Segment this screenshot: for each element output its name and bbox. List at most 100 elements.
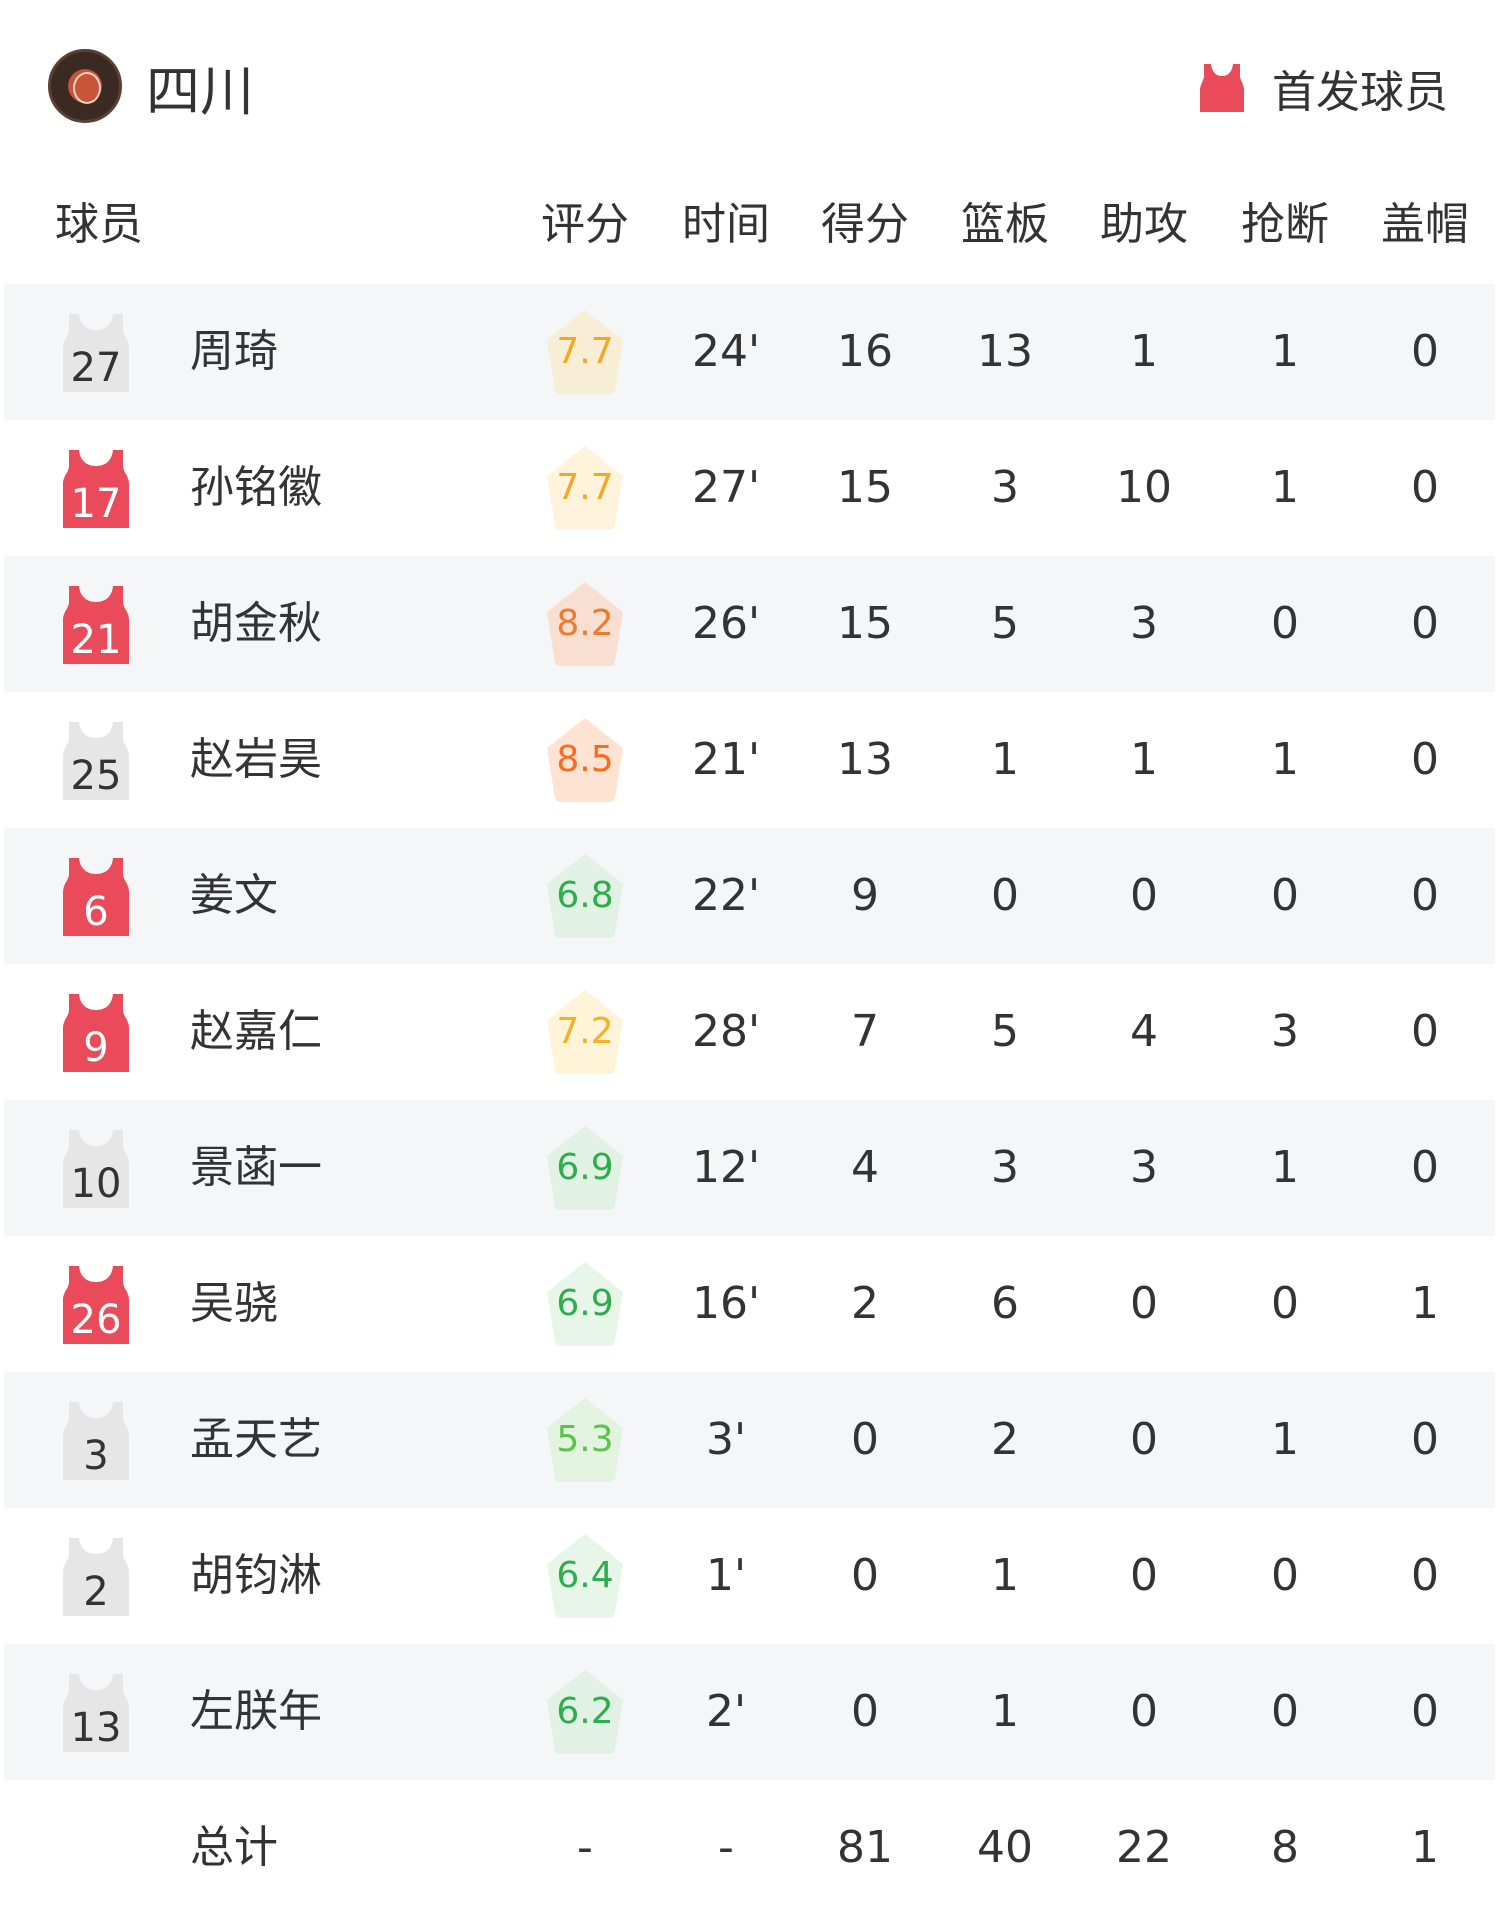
jersey-number-badge: 17	[61, 450, 131, 528]
rating-badge: 5.3	[545, 1398, 625, 1482]
table-row[interactable]: 6 姜文 6.8 22' 9 0 0 0 0	[4, 828, 1495, 964]
jersey-number-badge: 25	[61, 722, 131, 800]
cell-assists: 0	[1130, 1414, 1158, 1465]
rating-value: 7.2	[556, 1011, 614, 1052]
table-row[interactable]: 21 胡金秋 8.2 26' 15 5 3 0 0	[4, 556, 1495, 692]
player-name[interactable]: 姜文	[190, 870, 278, 921]
cell-rebounds: 1	[991, 1686, 1019, 1737]
jersey-number: 17	[70, 481, 122, 527]
jersey-number: 26	[70, 1297, 122, 1343]
table-row[interactable]: 2 胡钧淋 6.4 1' 0 1 0 0 0	[4, 1508, 1495, 1644]
player-name[interactable]: 吴骁	[190, 1278, 278, 1329]
header-blocks: 盖帽	[1381, 199, 1469, 250]
cell-points: 4	[851, 1142, 879, 1193]
player-name[interactable]: 孙铭徽	[190, 462, 322, 513]
cell-points: 15	[837, 598, 893, 649]
cell-steals: 1	[1271, 734, 1299, 785]
total-steals: 8	[1271, 1822, 1299, 1873]
total-assists: 22	[1116, 1822, 1172, 1873]
player-name[interactable]: 左朕年	[190, 1686, 322, 1737]
cell-minutes: 12'	[691, 1142, 761, 1193]
jersey-number: 3	[83, 1433, 109, 1479]
cell-points: 9	[851, 870, 879, 921]
table-row[interactable]: 13 左朕年 6.2 2' 0 1 0 0 0	[4, 1644, 1495, 1780]
rating-badge: 7.7	[545, 446, 625, 530]
cell-assists: 1	[1130, 326, 1158, 377]
cell-minutes: 27'	[691, 462, 761, 513]
jersey-number: 6	[83, 889, 109, 935]
cell-blocks: 0	[1411, 734, 1439, 785]
table-row[interactable]: 27 周琦 7.7 24' 16 13 1 1 0	[4, 284, 1495, 420]
total-blocks: 1	[1411, 1822, 1439, 1873]
header-points: 得分	[821, 199, 909, 250]
jersey-icon	[1200, 64, 1244, 112]
cell-blocks: 0	[1411, 462, 1439, 513]
player-name[interactable]: 景菡一	[190, 1142, 322, 1193]
cell-steals: 0	[1271, 870, 1299, 921]
cell-minutes: 21'	[691, 734, 761, 785]
cell-steals: 0	[1271, 1550, 1299, 1601]
jersey-number: 9	[83, 1025, 109, 1071]
rating-value: 6.8	[556, 875, 614, 916]
table-row[interactable]: 25 赵岩昊 8.5 21' 13 1 1 1 0	[4, 692, 1495, 828]
header-player: 球员	[55, 199, 143, 250]
cell-blocks: 0	[1411, 598, 1439, 649]
cell-rebounds: 0	[991, 870, 1019, 921]
player-name[interactable]: 赵岩昊	[190, 734, 322, 785]
rating-badge: 6.4	[545, 1534, 625, 1618]
cell-minutes: 26'	[691, 598, 761, 649]
table-row[interactable]: 3 孟天艺 5.3 3' 0 2 0 1 0	[4, 1372, 1495, 1508]
cell-blocks: 0	[1411, 1550, 1439, 1601]
player-name[interactable]: 孟天艺	[190, 1414, 322, 1465]
cell-minutes: 2'	[705, 1686, 747, 1737]
team-logo	[48, 49, 122, 123]
table-row[interactable]: 10 景菡一 6.9 12' 4 3 3 1 0	[4, 1100, 1495, 1236]
cell-minutes: 22'	[691, 870, 761, 921]
cell-rebounds: 2	[991, 1414, 1019, 1465]
header-steals: 抢断	[1241, 199, 1329, 250]
player-name[interactable]: 周琦	[190, 326, 278, 377]
rating-value: 5.3	[556, 1419, 614, 1460]
table-row[interactable]: 9 赵嘉仁 7.2 28' 7 5 4 3 0	[4, 964, 1495, 1100]
cell-steals: 1	[1271, 1142, 1299, 1193]
cell-assists: 0	[1130, 1278, 1158, 1329]
cell-steals: 0	[1271, 598, 1299, 649]
cell-steals: 1	[1271, 462, 1299, 513]
cell-steals: 3	[1271, 1006, 1299, 1057]
cell-blocks: 0	[1411, 1006, 1439, 1057]
cell-assists: 3	[1130, 598, 1158, 649]
jersey-number-badge: 26	[61, 1266, 131, 1344]
rating-badge: 8.5	[545, 718, 625, 802]
header-rating: 评分	[541, 199, 629, 250]
cell-rebounds: 5	[991, 598, 1019, 649]
rating-badge: 6.2	[545, 1670, 625, 1754]
cell-points: 13	[837, 734, 893, 785]
cell-blocks: 0	[1411, 326, 1439, 377]
rating-value: 6.4	[556, 1555, 614, 1596]
totals-label: 总计	[190, 1822, 278, 1873]
jersey-number-badge: 10	[61, 1130, 131, 1208]
player-name[interactable]: 胡金秋	[190, 598, 322, 649]
table-row[interactable]: 17 孙铭徽 7.7 27' 15 3 10 1 0	[4, 420, 1495, 556]
table-row[interactable]: 26 吴骁 6.9 16' 2 6 0 0 1	[4, 1236, 1495, 1372]
team-header: 四川	[48, 48, 254, 124]
total-rebounds: 40	[977, 1822, 1033, 1873]
jersey-number: 10	[70, 1161, 122, 1207]
rating-badge: 6.9	[545, 1126, 625, 1210]
rating-badge: 8.2	[545, 582, 625, 666]
rating-badge: 7.2	[545, 990, 625, 1074]
cell-rebounds: 6	[991, 1278, 1019, 1329]
cell-rebounds: 1	[991, 734, 1019, 785]
rating-value: 8.5	[556, 739, 614, 780]
rating-value: 7.7	[556, 467, 614, 508]
cell-rebounds: 13	[977, 326, 1033, 377]
jersey-number: 2	[83, 1569, 109, 1615]
cell-assists: 0	[1130, 1550, 1158, 1601]
cell-rebounds: 3	[991, 462, 1019, 513]
cell-minutes: 16'	[691, 1278, 761, 1329]
rating-badge: 6.9	[545, 1262, 625, 1346]
player-name[interactable]: 胡钧淋	[190, 1550, 322, 1601]
rating-badge: 6.8	[545, 854, 625, 938]
player-name[interactable]: 赵嘉仁	[190, 1006, 322, 1057]
cell-points: 16	[837, 326, 893, 377]
